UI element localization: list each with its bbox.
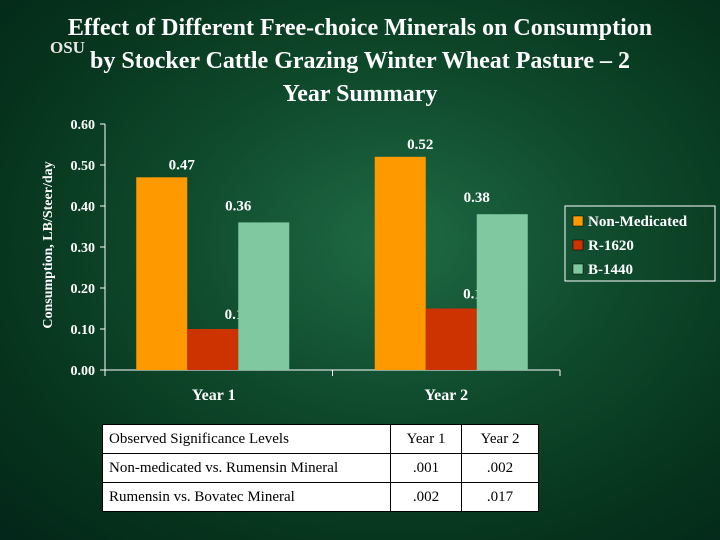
legend-box	[564, 205, 716, 282]
table-header-row: Observed Significance Levels Year 1 Year…	[102, 424, 539, 454]
x-category-label: Year 2	[424, 387, 468, 404]
legend-swatch	[572, 215, 584, 227]
table-cell: Rumensin vs. Bovatec Mineral	[102, 482, 391, 512]
title-line-3: Year Summary	[282, 81, 438, 107]
bar	[374, 156, 426, 370]
significance-table: Observed Significance Levels Year 1 Year…	[102, 424, 539, 512]
table-row: Rumensin vs. Bovatec Mineral .002 .017	[102, 482, 539, 512]
table-cell: .001	[390, 453, 462, 483]
data-label: 0.36	[225, 198, 252, 214]
data-label: 0.38	[464, 190, 490, 206]
legend-swatch	[572, 239, 584, 251]
y-tick-label: 0.30	[71, 241, 96, 256]
data-label: 0.47	[169, 157, 196, 173]
legend-entry: B-1440	[588, 262, 633, 278]
y-tick-label: 0.60	[71, 118, 96, 133]
table-header-cell: Observed Significance Levels	[102, 424, 391, 454]
table-cell: .002	[461, 453, 539, 483]
bar	[425, 308, 477, 370]
y-tick-label: 0.20	[71, 282, 96, 297]
osu-logo: OSU	[50, 38, 85, 57]
legend-entry: R-1620	[588, 238, 634, 254]
table-header-cell: Year 1	[390, 424, 462, 454]
y-tick-label: 0.00	[71, 364, 96, 379]
y-tick-label: 0.40	[71, 200, 96, 215]
chart-title: Effect of Different Free-choice Minerals…	[0, 12, 720, 111]
table-cell: Non-medicated vs. Rumensin Mineral	[102, 453, 391, 483]
bar	[476, 214, 528, 370]
y-tick-label: 0.10	[71, 323, 96, 338]
y-axis-label: Consumption, LB/Steer/day	[41, 161, 56, 328]
table-row: Non-medicated vs. Rumensin Mineral .001 …	[102, 453, 539, 483]
y-tick-label: 0.50	[71, 159, 96, 174]
legend-entry: Non-Medicated	[588, 214, 688, 230]
x-category-label: Year 1	[192, 387, 236, 404]
table-cell: .002	[390, 482, 462, 512]
legend-swatch	[572, 263, 584, 275]
title-line-2: by Stocker Cattle Grazing Winter Wheat P…	[90, 48, 630, 74]
bar	[187, 329, 239, 370]
bar	[238, 222, 290, 370]
table-cell: .017	[461, 482, 539, 512]
title-line-1: Effect of Different Free-choice Minerals…	[67, 15, 653, 41]
bar	[136, 177, 188, 370]
table-header-cell: Year 2	[461, 424, 539, 454]
data-label: 0.52	[407, 137, 433, 153]
